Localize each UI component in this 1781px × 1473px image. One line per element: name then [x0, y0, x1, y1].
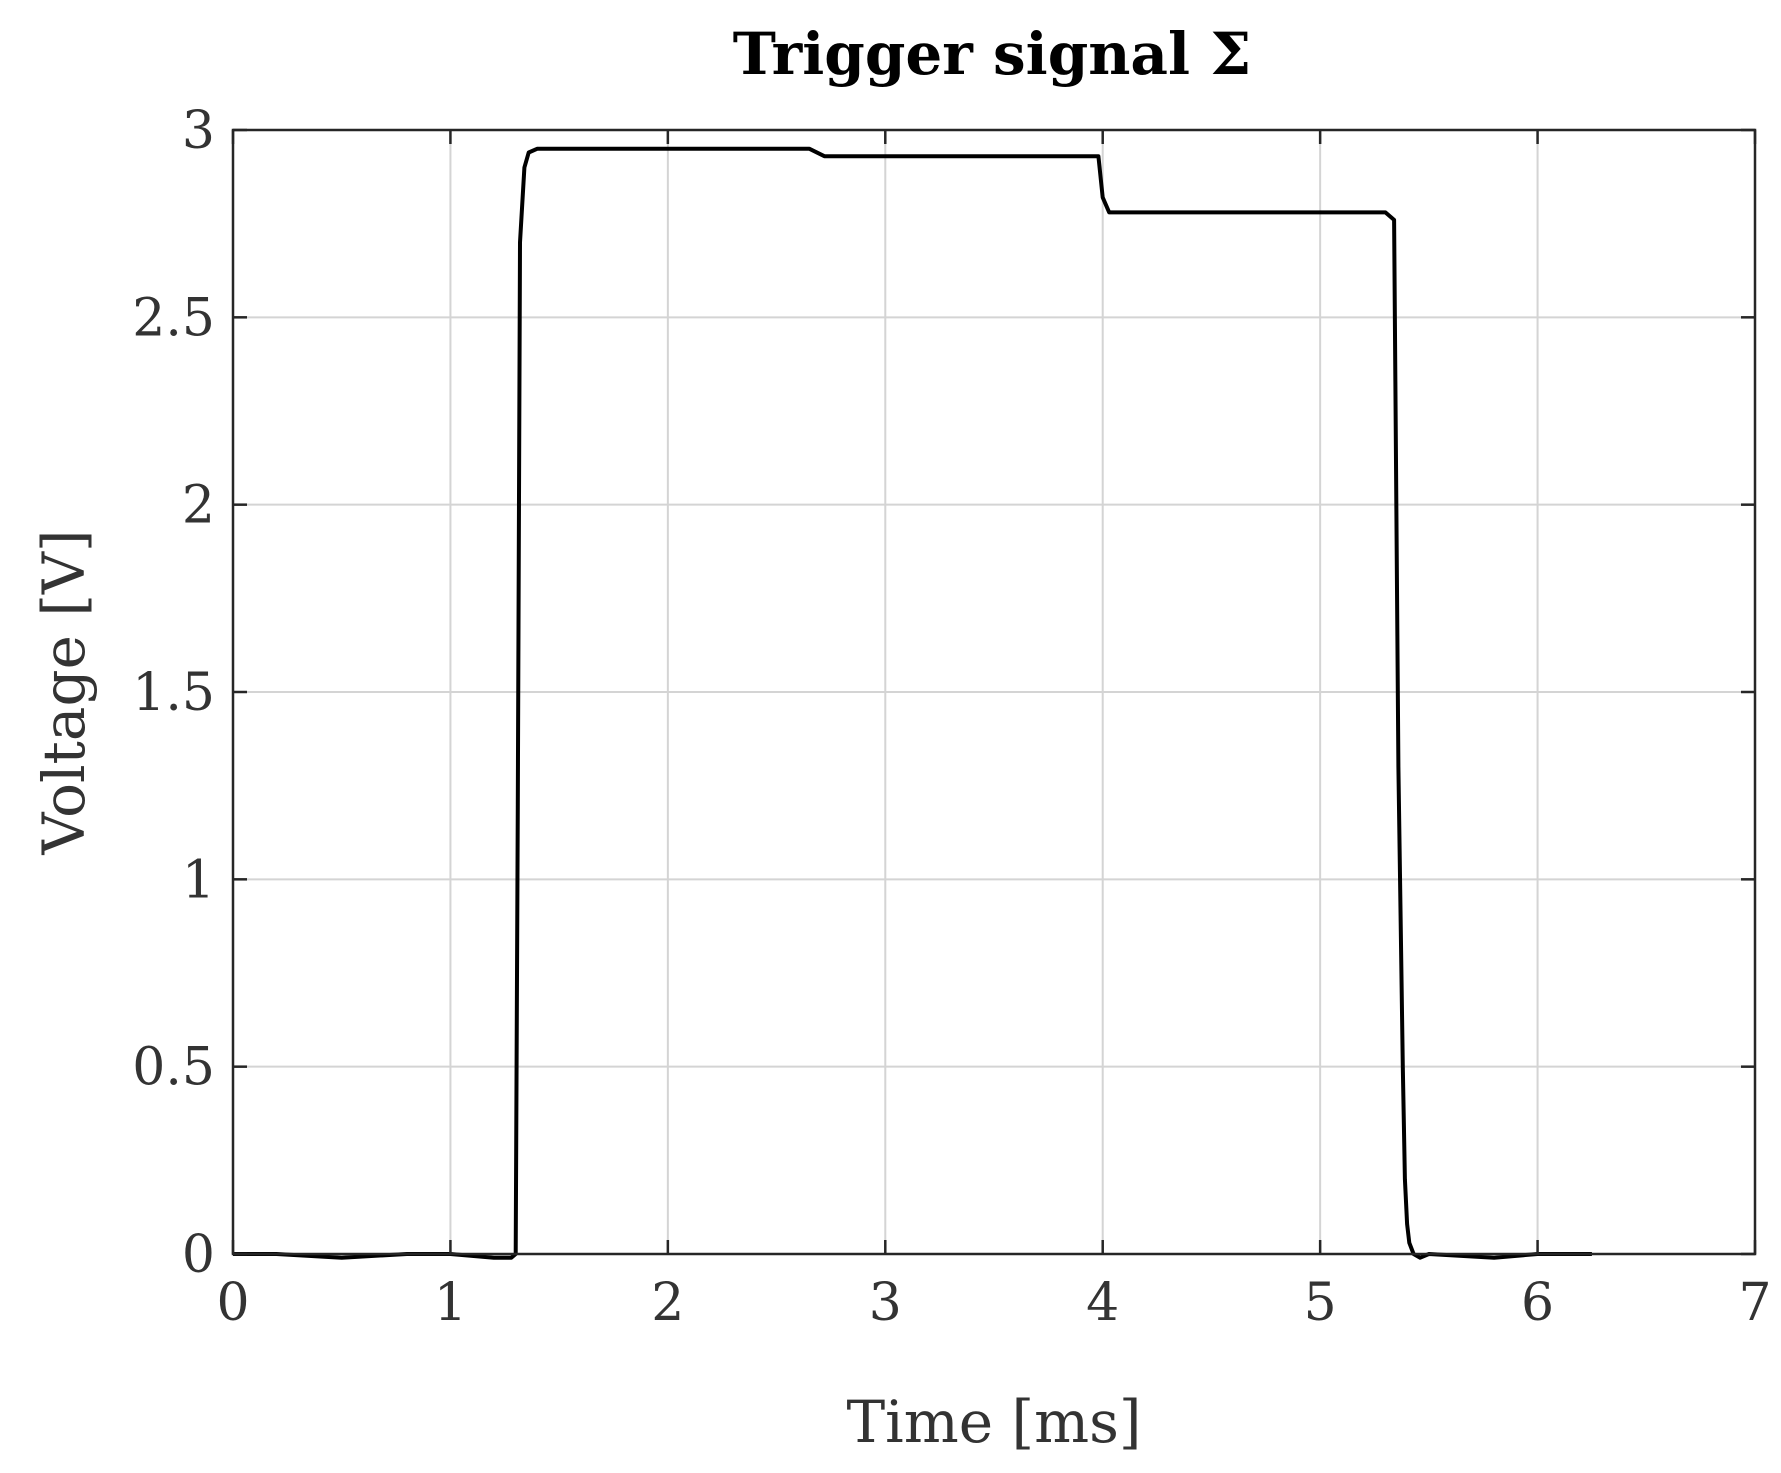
y-tick-label: 3 — [182, 101, 215, 161]
chart-title: Trigger signal Σ — [733, 20, 1252, 88]
y-tick-label: 1.5 — [132, 663, 215, 723]
x-tick-label: 4 — [1086, 1273, 1119, 1333]
grid — [233, 130, 1755, 1254]
y-tick-label: 1 — [182, 850, 215, 910]
x-tick-label: 6 — [1521, 1273, 1554, 1333]
x-tick-label: 3 — [869, 1273, 902, 1333]
ticks: 0 1 2 3 4 5 6 7 0 0.5 1 1.5 2 2.5 3 — [132, 101, 1771, 1333]
series-line-trigger-signal — [233, 146, 1592, 1260]
x-axis-title: Time [ms] — [846, 1388, 1141, 1456]
x-tick-label: 2 — [651, 1273, 684, 1333]
x-tick-label: 5 — [1304, 1273, 1337, 1333]
y-tick-label: 0.5 — [132, 1038, 215, 1098]
y-tick-label: 2.5 — [132, 288, 215, 348]
x-tick-label: 0 — [216, 1273, 249, 1333]
y-tick-label: 2 — [182, 476, 215, 536]
series-layer — [233, 146, 1592, 1260]
x-tick-label: 1 — [434, 1273, 467, 1333]
x-tick-label: 7 — [1738, 1273, 1771, 1333]
y-tick-label: 0 — [182, 1225, 215, 1285]
y-axis-title: Voltage [V] — [30, 530, 98, 856]
